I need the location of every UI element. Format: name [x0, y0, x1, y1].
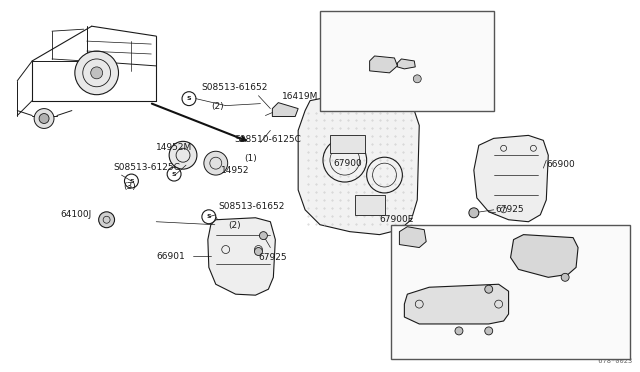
- Text: 66912B: 66912B: [431, 25, 466, 34]
- Polygon shape: [370, 56, 397, 73]
- Circle shape: [167, 167, 181, 181]
- Circle shape: [455, 327, 463, 335]
- Polygon shape: [511, 235, 578, 277]
- Text: DP: USA: DP: USA: [328, 94, 362, 103]
- Text: (2): (2): [211, 102, 223, 110]
- Circle shape: [259, 232, 268, 240]
- Text: 66900J: 66900J: [518, 230, 550, 239]
- Polygon shape: [358, 83, 399, 96]
- Text: 16419M: 16419M: [282, 92, 319, 101]
- Circle shape: [182, 92, 196, 106]
- Circle shape: [91, 67, 102, 79]
- Circle shape: [469, 208, 479, 218]
- Text: S: S: [187, 96, 191, 101]
- Text: S08513-6125C: S08513-6125C: [113, 163, 180, 172]
- Text: 66900H: 66900H: [487, 312, 522, 321]
- Polygon shape: [474, 135, 548, 222]
- Text: S: S: [172, 171, 177, 177]
- Circle shape: [169, 141, 197, 169]
- Text: (1): (1): [345, 38, 358, 47]
- Circle shape: [372, 86, 378, 92]
- Text: ^678*0023: ^678*0023: [595, 357, 633, 364]
- Circle shape: [362, 86, 367, 92]
- Circle shape: [381, 86, 387, 92]
- Text: 66930: 66930: [566, 239, 595, 248]
- Bar: [320, 11, 493, 110]
- Text: S08510-51642: S08510-51642: [335, 25, 401, 34]
- Polygon shape: [298, 96, 419, 235]
- Circle shape: [34, 109, 54, 128]
- Text: S: S: [337, 29, 342, 33]
- Text: S: S: [129, 179, 134, 183]
- Circle shape: [124, 174, 138, 188]
- Text: 66900E: 66900E: [441, 327, 476, 336]
- Polygon shape: [399, 227, 426, 247]
- Polygon shape: [273, 103, 298, 116]
- Circle shape: [204, 151, 228, 175]
- Bar: [392, 225, 630, 359]
- Circle shape: [202, 210, 216, 224]
- Text: 67900: 67900: [333, 159, 362, 168]
- Text: (1): (1): [244, 154, 257, 163]
- Text: 66931: 66931: [396, 323, 425, 331]
- Bar: [330, 135, 365, 153]
- Bar: [355, 195, 385, 215]
- Text: DP: USA: DP: USA: [591, 345, 625, 354]
- Text: 66991: 66991: [403, 225, 432, 234]
- Circle shape: [75, 51, 118, 95]
- Text: 67900E: 67900E: [380, 215, 414, 224]
- Circle shape: [333, 24, 347, 38]
- Text: 66990N: 66990N: [407, 48, 443, 58]
- Text: S: S: [207, 214, 211, 219]
- Text: 67925: 67925: [495, 205, 524, 214]
- Polygon shape: [397, 59, 415, 69]
- Text: 14952M: 14952M: [156, 143, 193, 152]
- Circle shape: [561, 273, 569, 281]
- Text: 14952: 14952: [221, 166, 249, 175]
- Polygon shape: [208, 218, 275, 295]
- Text: S08513-61652: S08513-61652: [201, 83, 268, 92]
- Text: 66900H: 66900H: [487, 267, 522, 276]
- Text: S: S: [326, 27, 330, 32]
- Text: (2): (2): [228, 221, 241, 230]
- Circle shape: [387, 86, 392, 92]
- Circle shape: [484, 327, 493, 335]
- Text: 64100J: 64100J: [60, 210, 92, 219]
- Circle shape: [484, 285, 493, 293]
- Text: S08510-6125C: S08510-6125C: [235, 135, 301, 144]
- Text: S08513-61652: S08513-61652: [219, 202, 285, 211]
- Circle shape: [413, 75, 421, 83]
- Text: (3): (3): [124, 182, 136, 191]
- Text: 67925: 67925: [259, 253, 287, 262]
- Circle shape: [39, 113, 49, 124]
- Text: 66901: 66901: [156, 252, 185, 261]
- Text: 66900: 66900: [547, 160, 575, 169]
- Polygon shape: [404, 284, 509, 324]
- Circle shape: [255, 247, 262, 256]
- Circle shape: [99, 212, 115, 228]
- Circle shape: [321, 22, 335, 36]
